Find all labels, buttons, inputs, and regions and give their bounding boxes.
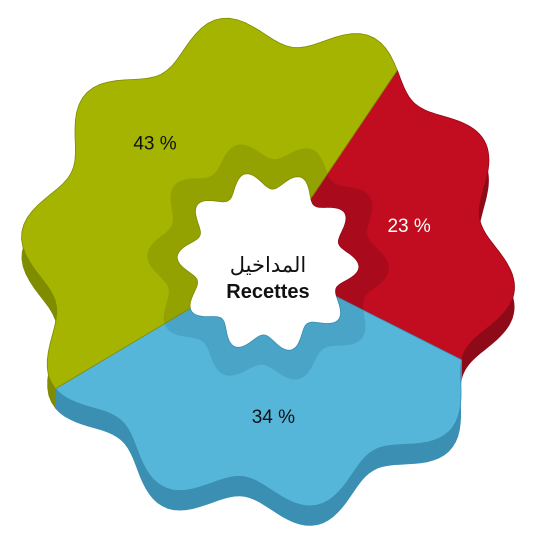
slice-3: [21, 17, 398, 390]
slice-inner-shade-3: [147, 144, 328, 324]
slice-inner-shade-1: [310, 173, 389, 311]
center-label-french: Recettes: [226, 281, 309, 303]
slice-labels: 23 % 34 % 43 %: [133, 134, 431, 428]
donut-top-faces: [21, 17, 515, 507]
slice-label-3: 43 %: [133, 134, 176, 155]
slice-side-2: [55, 359, 462, 526]
center-label-arabic: المداخيل: [230, 253, 306, 277]
slice-inner-shade-2: [164, 296, 366, 380]
slice-label-2: 34 %: [252, 407, 295, 428]
slice-label-1: 23 %: [387, 216, 430, 237]
